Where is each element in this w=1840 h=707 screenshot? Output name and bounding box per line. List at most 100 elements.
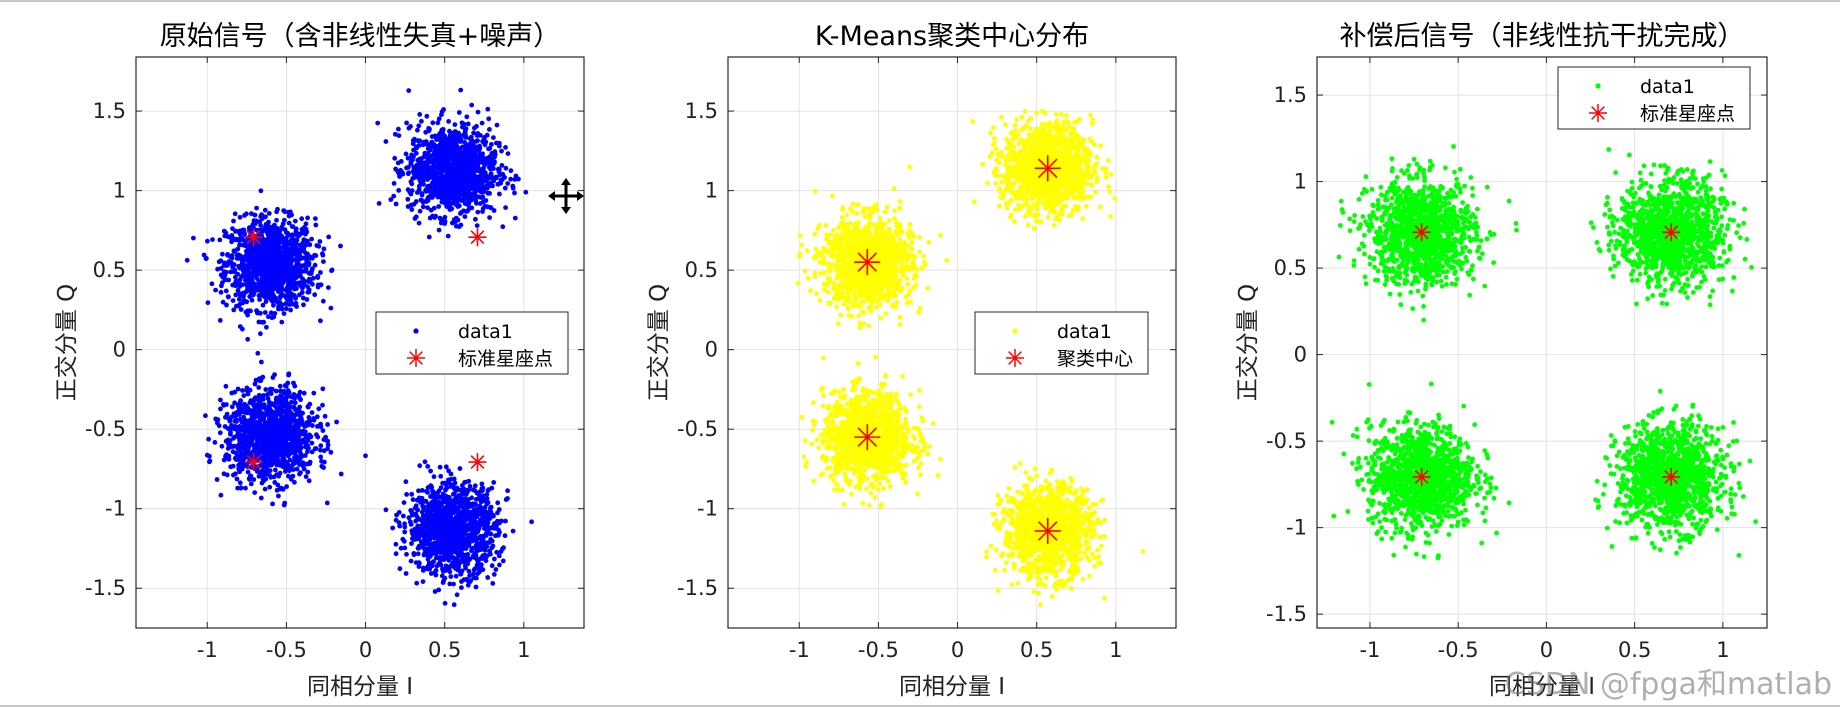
data-point: [272, 311, 278, 316]
data-point: [465, 194, 471, 199]
data-point: [428, 494, 433, 499]
data-point: [259, 480, 265, 486]
data-point: [439, 195, 444, 201]
data-point: [458, 514, 464, 520]
data-point: [458, 139, 463, 145]
data-point: [309, 236, 314, 242]
data-point: [263, 299, 269, 304]
data-point: [301, 390, 307, 396]
data-point: [306, 478, 312, 484]
data-point: [474, 123, 479, 129]
data-point: [461, 208, 466, 214]
data-point: [256, 392, 262, 398]
data-point: [480, 567, 486, 573]
data-point: [426, 234, 432, 240]
data-point: [451, 491, 457, 497]
data-point: [230, 298, 236, 303]
data-point: [275, 286, 280, 291]
data-point: [240, 326, 245, 332]
data-point: [325, 422, 330, 427]
data-point: [396, 126, 401, 132]
data-point: [442, 480, 448, 486]
data-point: [275, 456, 280, 462]
data-point: [483, 558, 489, 564]
data-point: [503, 165, 509, 171]
data-point: [396, 188, 402, 193]
data-point: [301, 246, 307, 252]
data-point: [318, 318, 323, 324]
data-point: [411, 164, 417, 170]
data-point: [281, 502, 287, 508]
data-point: [479, 120, 485, 126]
data-point: [223, 288, 229, 294]
data-point: [290, 224, 296, 230]
data-point: [483, 175, 489, 181]
data-point: [405, 155, 411, 161]
data-point: [318, 454, 324, 460]
data-point: [245, 441, 251, 447]
data-point: [296, 424, 301, 430]
data-point: [259, 276, 265, 282]
data-point: [320, 386, 326, 392]
data-point: [321, 465, 326, 470]
data-point: [218, 272, 224, 278]
data-point: [232, 281, 238, 286]
data-point: [240, 242, 246, 248]
data-point: [404, 120, 409, 126]
data-point: [447, 172, 452, 178]
data-point: [454, 133, 459, 138]
data-point: [268, 422, 274, 428]
data-point: [258, 287, 263, 293]
data-point: [312, 292, 318, 298]
data-point: [223, 383, 229, 389]
data-point: [474, 200, 479, 206]
data-point: [264, 260, 270, 265]
data-point: [388, 197, 394, 203]
data-point: [232, 424, 238, 429]
data-point: [473, 584, 479, 590]
data-point: [252, 212, 258, 218]
data-point: [466, 478, 472, 484]
data-point: [314, 432, 319, 438]
data-point: [275, 277, 280, 283]
legend-dot-marker: [413, 328, 419, 334]
data-point: [277, 263, 282, 269]
data-point: [267, 227, 272, 233]
data-point: [320, 298, 326, 304]
data-point: [255, 264, 261, 270]
data-point: [259, 449, 265, 454]
data-point: [264, 412, 269, 417]
data-point: [473, 153, 479, 159]
data-point: [228, 464, 234, 470]
data-point: [220, 251, 225, 257]
data-point: [303, 266, 309, 272]
data-point: [258, 495, 264, 501]
data-point: [282, 408, 288, 414]
data-point: [257, 297, 262, 302]
data-point: [239, 274, 244, 280]
data-point: [416, 171, 422, 177]
data-point: [451, 196, 457, 202]
data-point: [268, 297, 274, 303]
data-point: [266, 314, 271, 320]
data-point: [240, 300, 246, 306]
data-point: [259, 238, 265, 243]
data-point: [434, 522, 439, 528]
data-point: [461, 545, 467, 551]
data-point: [238, 293, 243, 299]
data-point: [262, 226, 268, 232]
data-point: [243, 309, 249, 315]
data-point: [406, 125, 412, 131]
data-point: [302, 225, 307, 230]
data-point: [484, 514, 489, 519]
data-point: [465, 182, 471, 187]
data-point: [403, 479, 409, 485]
data-point: [312, 262, 318, 268]
data-point: [405, 204, 411, 209]
data-point: [296, 392, 302, 398]
data-point: [400, 536, 406, 542]
data-point: [254, 308, 259, 314]
data-point: [468, 513, 473, 519]
data-point: [463, 126, 469, 131]
data-point: [416, 220, 422, 226]
